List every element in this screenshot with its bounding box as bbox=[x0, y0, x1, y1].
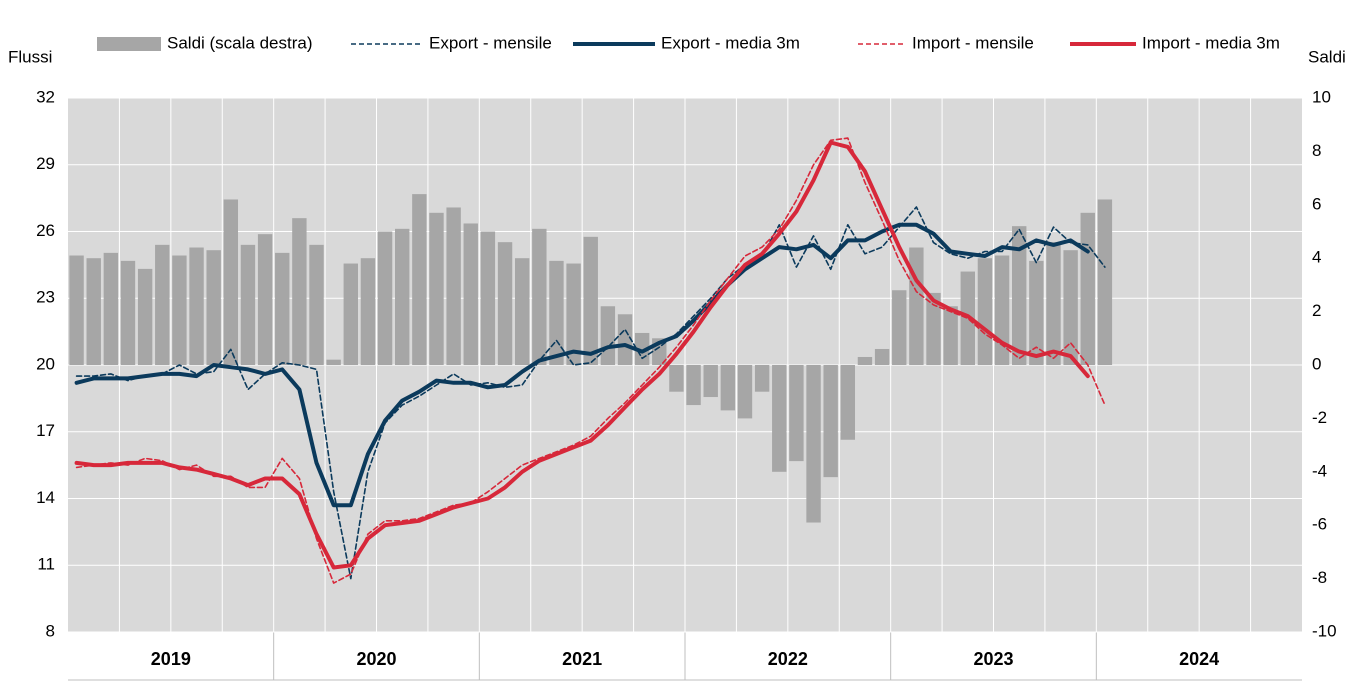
y2-tick-label: -8 bbox=[1312, 568, 1327, 587]
bar bbox=[206, 250, 221, 365]
bar bbox=[1029, 260, 1044, 365]
bar bbox=[943, 306, 958, 365]
bar bbox=[857, 356, 873, 365]
x-tick-label: 2021 bbox=[562, 649, 602, 669]
bar bbox=[120, 260, 136, 365]
bar bbox=[977, 258, 993, 365]
y2-tick-label: 8 bbox=[1312, 141, 1321, 160]
bar bbox=[789, 365, 804, 462]
y-tick-label: 26 bbox=[36, 221, 55, 240]
bar bbox=[497, 242, 513, 365]
bar bbox=[634, 332, 650, 365]
bar bbox=[892, 290, 907, 365]
bar bbox=[326, 359, 341, 365]
x-tick-label: 2023 bbox=[973, 649, 1013, 669]
bar bbox=[514, 258, 530, 365]
x-tick-label: 2019 bbox=[151, 649, 191, 669]
y2-tick-label: 6 bbox=[1312, 194, 1321, 213]
y2-tick-label: 2 bbox=[1312, 301, 1321, 320]
bar bbox=[1097, 199, 1113, 365]
bar bbox=[583, 236, 598, 365]
y-tick-label: 23 bbox=[36, 288, 55, 307]
bar bbox=[686, 365, 701, 406]
legend-label: Saldi (scala destra) bbox=[167, 33, 313, 52]
legend-label: Import - mensile bbox=[912, 33, 1034, 52]
bar bbox=[874, 348, 890, 365]
legend-key bbox=[97, 37, 161, 51]
bar bbox=[703, 365, 718, 398]
bar bbox=[377, 231, 393, 365]
legend-label: Export - mensile bbox=[429, 33, 552, 52]
y2-tick-label: -10 bbox=[1312, 621, 1337, 640]
bar bbox=[1080, 212, 1095, 365]
y2-axis-label: Saldi bbox=[1308, 47, 1346, 66]
bar bbox=[240, 244, 256, 365]
bar bbox=[772, 365, 787, 472]
y2-tick-label: -6 bbox=[1312, 515, 1327, 534]
y-axis-label: Flussi bbox=[8, 47, 52, 66]
bar bbox=[189, 247, 204, 365]
bar bbox=[806, 365, 821, 523]
bar bbox=[343, 263, 358, 365]
y2-tick-label: 0 bbox=[1312, 354, 1321, 373]
bar bbox=[360, 258, 376, 365]
bar bbox=[1012, 226, 1027, 365]
line-series bbox=[75, 206, 1106, 580]
bar bbox=[463, 223, 478, 365]
x-tick-label: 2022 bbox=[768, 649, 808, 669]
y-tick-label: 17 bbox=[36, 421, 55, 440]
y-tick-label: 20 bbox=[36, 354, 55, 373]
bar bbox=[429, 212, 444, 365]
bar bbox=[840, 365, 856, 440]
bar bbox=[446, 207, 461, 365]
x-tick-label: 2020 bbox=[356, 649, 396, 669]
bar bbox=[257, 234, 273, 365]
x-tick-label: 2024 bbox=[1179, 649, 1219, 669]
y-tick-label: 32 bbox=[36, 87, 55, 106]
bar bbox=[275, 252, 290, 365]
bar bbox=[1046, 242, 1061, 365]
bar bbox=[155, 244, 170, 365]
bar bbox=[737, 365, 753, 419]
bar bbox=[754, 365, 770, 392]
y-tick-label: 14 bbox=[36, 488, 55, 507]
y-tick-label: 8 bbox=[46, 621, 55, 640]
legend-label: Import - media 3m bbox=[1142, 33, 1280, 52]
bar bbox=[172, 255, 187, 365]
bar bbox=[669, 365, 684, 392]
y-tick-label: 29 bbox=[36, 154, 55, 173]
bar bbox=[309, 244, 324, 365]
bar bbox=[292, 218, 307, 365]
y2-tick-label: -2 bbox=[1312, 408, 1327, 427]
bar bbox=[566, 263, 581, 365]
y2-tick-label: -4 bbox=[1312, 461, 1327, 480]
bar bbox=[103, 252, 119, 365]
bar bbox=[532, 228, 547, 365]
bar bbox=[395, 228, 410, 365]
line-series bbox=[74, 140, 1090, 570]
bar bbox=[69, 255, 84, 365]
bar bbox=[720, 365, 736, 411]
bar bbox=[549, 260, 564, 365]
bar bbox=[617, 314, 633, 365]
bar bbox=[86, 258, 101, 365]
line-series bbox=[75, 137, 1106, 584]
legend-label: Export - media 3m bbox=[661, 33, 800, 52]
bar bbox=[223, 199, 239, 365]
y-tick-label: 11 bbox=[37, 555, 55, 574]
bar bbox=[1063, 250, 1078, 365]
bar bbox=[909, 247, 924, 365]
bar bbox=[137, 268, 153, 365]
x-axis-band bbox=[0, 632, 1358, 682]
bar bbox=[926, 292, 941, 365]
bar bbox=[412, 194, 427, 365]
bar bbox=[600, 306, 616, 365]
bar bbox=[480, 231, 496, 365]
line-series bbox=[74, 222, 1090, 508]
y2-tick-label: 10 bbox=[1312, 87, 1331, 106]
y2-tick-label: 4 bbox=[1312, 248, 1321, 267]
bar bbox=[823, 365, 838, 478]
